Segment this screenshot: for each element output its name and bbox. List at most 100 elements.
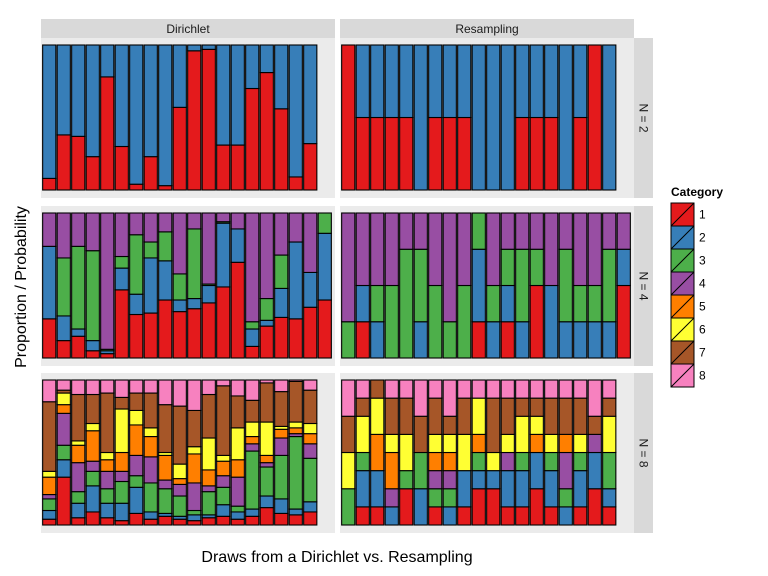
bar-segment-category-1 [428,116,443,191]
bar-segment-category-2 [471,248,486,323]
bar-segment-category-1 [573,506,588,526]
bar-draw-18 [288,212,303,359]
bar-segment-category-7 [245,399,260,423]
bar-segment-category-8 [114,379,129,398]
panel-dirichlet-row-2 [41,206,335,366]
bar-segment-category-4 [515,212,530,250]
bar-segment-category-5 [187,453,202,484]
bar-segment-category-4 [384,488,399,508]
bar-segment-category-6 [602,415,617,454]
bar-segment-category-4 [129,212,144,236]
bar-segment-category-6 [245,421,260,438]
bar-segment-category-2 [230,511,245,520]
bar-segment-category-6 [172,463,187,480]
bar-segment-category-5 [428,451,443,472]
panel-dirichlet-row-3 [41,373,335,533]
bar-segment-category-1 [486,488,501,526]
bar-segment-category-4 [558,451,573,490]
bar-segment-category-4 [259,212,274,300]
bar-segment-category-1 [529,116,544,191]
bar-segment-category-3 [587,284,602,323]
bar-draw-1 [42,212,57,359]
bar-segment-category-2 [544,44,559,119]
bar-draw-6 [413,44,428,191]
bar-segment-category-6 [259,421,274,456]
bar-segment-category-2 [602,321,617,359]
bar-segment-category-4 [370,212,385,287]
bar-segment-category-2 [500,470,515,508]
bar-segment-category-3 [129,475,144,488]
bar-draw-6 [114,44,129,191]
bar-segment-category-2 [216,504,231,517]
bar-segment-category-3 [384,284,399,359]
bar-segment-category-2 [245,328,260,347]
bar-segment-category-2 [274,287,289,318]
bar-segment-category-1 [114,145,129,191]
bar-segment-category-1 [544,116,559,191]
bar-segment-category-6 [114,408,129,454]
bar-segment-category-4 [56,212,71,259]
bar-segment-category-2 [288,44,303,178]
bar-draw-6 [413,379,428,526]
bar-draw-10 [471,379,486,526]
bar-segment-category-7 [442,415,457,435]
bar-segment-category-2 [158,44,173,187]
bar-segment-category-4 [500,451,515,472]
bar-segment-category-1 [341,44,356,191]
bar-segment-category-3 [158,488,173,514]
legend-key-slash [670,248,695,273]
bar-segment-category-2 [42,245,57,320]
bar-segment-category-6 [457,433,472,472]
bar-segment-category-6 [529,415,544,435]
row-strip-label: N = 4 [637,271,651,300]
strip-resampling: Resampling [340,19,634,38]
bar-draw-10 [172,44,187,191]
bar-segment-category-2 [413,44,428,191]
bar-segment-category-7 [129,392,144,411]
bar-segment-category-3 [274,454,289,500]
strip-row-2: N = 4 [634,206,653,366]
strip-row-3: N = 8 [634,373,653,533]
legend-label: 2 [699,231,706,245]
bar-segment-category-4 [573,212,588,287]
bar-draw-20 [616,212,631,359]
bar-segment-category-3 [544,451,559,472]
bar-draw-17 [573,212,588,359]
bar-segment-category-8 [129,379,144,394]
bar-segment-category-8 [274,379,289,393]
bar-segment-category-2 [442,506,457,526]
bar-segment-category-4 [71,462,86,493]
bar-segment-category-8 [573,379,588,399]
bar-segment-category-2 [100,44,115,78]
bar-segment-category-2 [303,44,318,145]
bar-draw-19 [303,44,318,191]
bar-segment-category-8 [85,379,100,396]
bar-segment-category-8 [457,379,472,399]
bar-segment-category-1 [288,318,303,359]
legend-key-slash [670,363,695,388]
bar-segment-category-2 [303,271,318,308]
bar-segment-category-6 [573,433,588,454]
bar-segment-category-2 [56,44,71,136]
bar-draw-18 [587,212,602,359]
facet-strips: Dirichlet Resampling N = 2 N = 4 N = 8 [41,19,653,533]
bar-draw-2 [355,44,370,191]
bar-draw-12 [500,379,515,526]
bar-segment-category-3 [71,491,86,504]
bar-segment-category-7 [573,397,588,435]
bar-draw-2 [56,212,71,359]
bar-draw-18 [288,379,303,526]
bar-segment-category-8 [486,379,501,399]
bar-draw-2 [355,212,370,359]
bar-segment-category-6 [201,437,216,471]
bar-segment-category-1 [201,302,216,359]
bar-segment-category-2 [143,44,158,158]
bar-draw-7 [129,44,144,191]
bar-draw-6 [413,212,428,359]
bar-segment-category-2 [317,232,332,301]
bar-segment-category-7 [100,392,115,454]
bar-segment-category-3 [486,284,501,323]
bar-segment-category-5 [42,476,57,496]
strip-dirichlet: Dirichlet [41,19,335,38]
